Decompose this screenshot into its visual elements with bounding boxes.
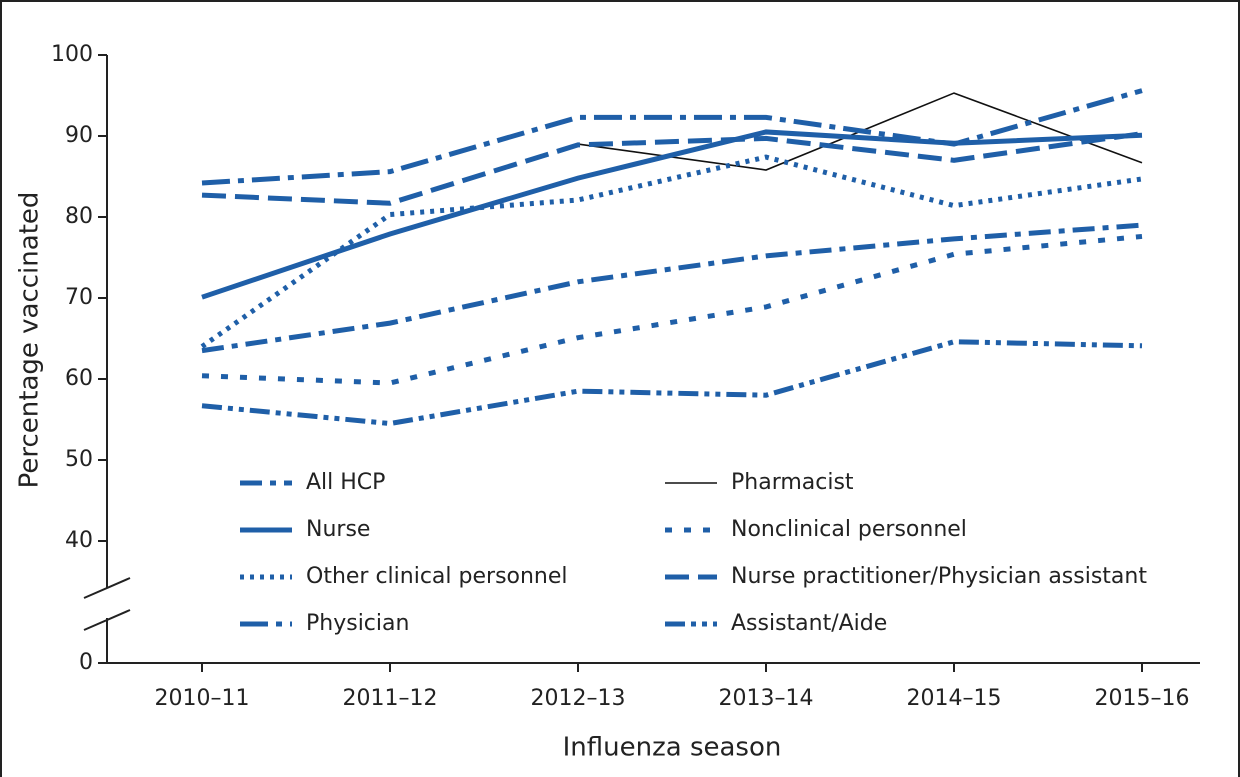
legend-label: Other clinical personnel: [306, 564, 568, 589]
x-tick-label: 2012–13: [531, 686, 626, 711]
series-line: [201, 233, 1143, 386]
legend-label: Nurse: [306, 517, 370, 542]
x-axis-label: Influenza season: [563, 733, 782, 763]
series-line: [201, 88, 1143, 186]
series-line: [201, 222, 1143, 354]
axis-break: [83, 577, 131, 599]
series-line: [200, 154, 1143, 349]
x-tick-label: 2010–11: [155, 686, 250, 711]
legend-label: Nurse practitioner/Physician assistant: [731, 564, 1147, 589]
y-tick-label: 40: [65, 528, 93, 553]
x-tick-label: 2015–16: [1095, 686, 1190, 711]
legend-label: Pharmacist: [731, 470, 854, 495]
y-tick-label: 70: [65, 285, 93, 310]
x-tick-label: 2011–12: [343, 686, 438, 711]
series-line: [201, 129, 1143, 300]
legend-label: Physician: [306, 611, 409, 636]
legend-label: Assistant/Aide: [731, 611, 887, 636]
legend-label: Nonclinical personnel: [731, 517, 967, 542]
legend-label: All HCP: [306, 470, 385, 495]
y-tick-label: 0: [79, 650, 93, 675]
x-tick-label: 2013–14: [719, 686, 814, 711]
y-tick-label: 100: [51, 42, 93, 67]
x-tick-label: 2014–15: [907, 686, 1002, 711]
y-tick-label: 80: [65, 204, 93, 229]
series-line: [201, 339, 1143, 427]
y-tick-label: 90: [65, 123, 93, 148]
axis-break: [83, 609, 131, 631]
y-axis-label: Percentage vaccinated: [15, 192, 45, 489]
y-tick-label: 50: [65, 447, 93, 472]
y-tick-label: 60: [65, 366, 93, 391]
series-line: [201, 131, 1143, 206]
